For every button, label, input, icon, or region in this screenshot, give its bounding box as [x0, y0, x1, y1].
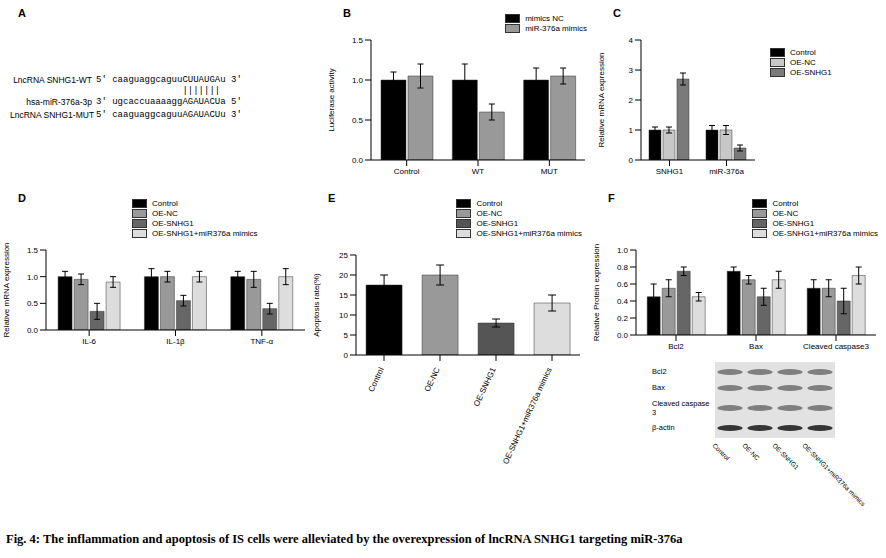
svg-text:OE-SNHG1: OE-SNHG1 [472, 366, 498, 408]
html-text:OE-NC: OE-NC [772, 208, 799, 218]
svg-text:OE-SNHG1+miR376a mimics: OE-SNHG1+miR376a mimics [801, 442, 867, 508]
svg-text:10: 10 [339, 311, 348, 320]
svg-text:0.6: 0.6 [617, 280, 629, 289]
svg-text:Cleaved caspase3: Cleaved caspase3 [803, 342, 869, 351]
svg-text:TNF-α: TNF-α [250, 337, 273, 346]
html-text:OE-SNHG1+miR376a mimics: OE-SNHG1+miR376a mimics [772, 228, 878, 238]
html-text:LncRNA SNHG1-WT: LncRNA SNHG1-WT [13, 74, 92, 85]
html-text:OE-NC: OE-NC [152, 208, 178, 218]
svg-text:0.0: 0.0 [27, 326, 39, 335]
html-text:miR-376a mimics: miR-376a mimics [525, 23, 587, 33]
svg-text:1.5: 1.5 [352, 36, 364, 45]
html-text:Fig. 4: The inflammation and a: Fig. 4: The inflammation and apoptosis o… [6, 532, 683, 546]
html-text:Control: Control [152, 198, 178, 208]
svg-text:0.5: 0.5 [352, 116, 364, 125]
html-text:5' caaguaggcaguuCUUAUGAu 3': 5' caaguaggcaguuCUUAUGAu 3' [96, 74, 242, 85]
html-text:OE-NC: OE-NC [790, 57, 816, 67]
svg-text:2: 2 [629, 96, 634, 105]
html-text:OE-NC: OE-NC [476, 208, 503, 218]
svg-text:Relative Protein expression: Relative Protein expression [592, 244, 601, 341]
svg-text:0.8: 0.8 [617, 263, 629, 272]
svg-text:1.0: 1.0 [352, 76, 364, 85]
html-text:OE-SNHG1+miR376a mimics: OE-SNHG1+miR376a mimics [476, 228, 582, 238]
svg-text:SNHG1: SNHG1 [656, 167, 684, 176]
html-text:Control: Control [476, 198, 503, 208]
svg-text:3: 3 [629, 66, 634, 75]
svg-text:4: 4 [629, 36, 634, 45]
svg-text:1: 1 [629, 126, 634, 135]
svg-text:Control: Control [367, 366, 386, 393]
html-text:A: A [18, 7, 26, 19]
svg-text:0.0: 0.0 [617, 331, 629, 340]
html-text:Control: Control [772, 198, 799, 208]
svg-text:0.5: 0.5 [27, 299, 39, 308]
html-text:LncRNA SNHG1-MUT 5' caaguaggca: LncRNA SNHG1-MUT 5' caaguaggcaguuAGAUACU… [10, 109, 242, 120]
html-text:C: C [613, 7, 621, 19]
svg-text:OE-NC: OE-NC [423, 366, 442, 393]
svg-text:WT: WT [472, 167, 485, 176]
svg-text:Bcl2: Bcl2 [668, 342, 684, 351]
svg-text:0: 0 [629, 156, 634, 165]
html-text:Bcl2: Bcl2 [652, 367, 667, 376]
svg-text:0: 0 [344, 351, 349, 360]
html-text:OE-SNHG1: OE-SNHG1 [772, 218, 815, 228]
svg-text:Apoptosis rate(%): Apoptosis rate(%) [312, 273, 321, 337]
svg-text:Bax: Bax [749, 342, 763, 351]
html-text:Bax: Bax [652, 383, 665, 392]
svg-text:OE-SNHG1+miR376a mimics: OE-SNHG1+miR376a mimics [501, 366, 554, 465]
svg-text:15: 15 [339, 291, 348, 300]
svg-text:Luciferase activity: Luciferase activity [327, 68, 336, 132]
svg-text:25: 25 [339, 251, 348, 260]
svg-text:20: 20 [339, 271, 348, 280]
html-text:B: B [343, 7, 351, 19]
svg-text:Control: Control [394, 167, 420, 176]
svg-text:MUT: MUT [541, 167, 558, 176]
svg-text:IL-1β: IL-1β [166, 337, 185, 346]
html-text:OE-SNHG1: OE-SNHG1 [476, 218, 519, 228]
svg-text:OE-SNHG1: OE-SNHG1 [771, 442, 800, 471]
html-text:E: E [328, 192, 336, 204]
svg-text:1.0: 1.0 [27, 273, 39, 282]
svg-text:1.5: 1.5 [27, 246, 39, 255]
svg-text:0.0: 0.0 [352, 156, 364, 165]
svg-text:0.2: 0.2 [617, 314, 629, 323]
svg-text:OE-NC: OE-NC [741, 442, 761, 462]
html-text:mimics NC: mimics NC [525, 13, 564, 23]
svg-text:Relative mRNA expression: Relative mRNA expression [8, 242, 11, 337]
svg-text:Control: Control [711, 442, 731, 462]
svg-text:Relative mRNA expression: Relative mRNA expression [597, 52, 606, 147]
svg-text:IL-6: IL-6 [82, 337, 96, 346]
html-text:F: F [608, 192, 615, 204]
svg-text:0.4: 0.4 [617, 297, 629, 306]
html-text:Control: Control [790, 47, 816, 57]
svg-text:5: 5 [344, 331, 349, 340]
html-text:Cleaved caspase 3: Cleaved caspase 3 [652, 399, 710, 417]
html-text:3' ugcaccuaaaaggAGAUACUa 5': 3' ugcaccuaaaaggAGAUACUa 5' [96, 96, 242, 107]
html-text:OE-SNHG1: OE-SNHG1 [790, 67, 832, 77]
html-text:OE-SNHG1: OE-SNHG1 [152, 218, 194, 228]
svg-text:miR-376a: miR-376a [709, 167, 744, 176]
html-text:hsa-miR-376a-3p: hsa-miR-376a-3p [26, 96, 92, 107]
svg-text:1.0: 1.0 [617, 246, 629, 255]
html-text:β-actin: β-actin [652, 423, 675, 432]
html-text:OE-SNHG1+miR376a mimics: OE-SNHG1+miR376a mimics [152, 228, 258, 238]
html-text:D: D [18, 192, 26, 204]
